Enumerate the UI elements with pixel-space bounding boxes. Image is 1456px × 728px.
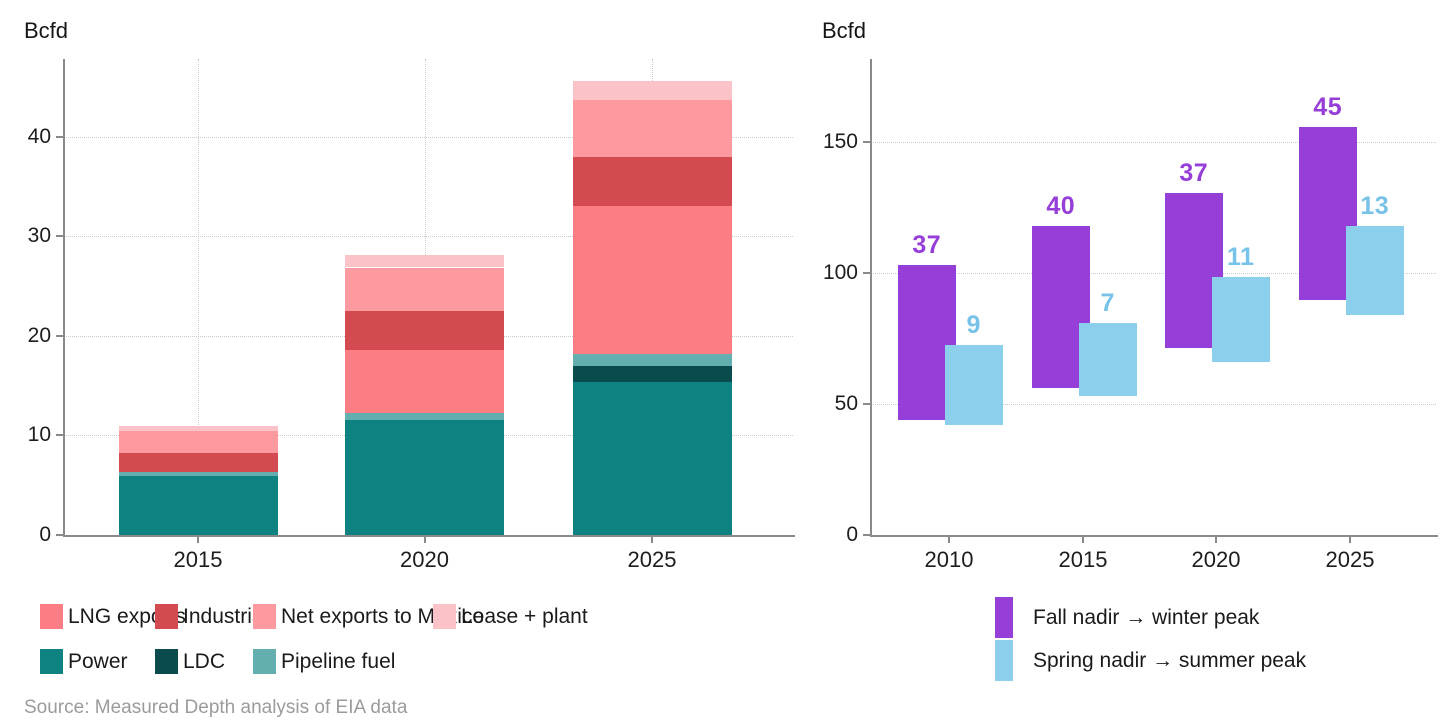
y-axis-tick-label: 30 (27, 224, 51, 248)
legend-label: Lease + plant (461, 605, 588, 628)
y-axis-tick-label: 150 (822, 129, 858, 153)
y-axis-tick-label: 20 (27, 323, 51, 347)
y-axis-tick-label: 0 (846, 523, 858, 546)
h-gridline (870, 141, 1436, 143)
range-bar-value-label: 40 (1046, 191, 1076, 220)
y-axis-tick-label: 0 (39, 523, 51, 546)
y-axis-tick-label: 40 (27, 124, 51, 148)
legend-label: Power (68, 650, 128, 673)
x-axis-tick-label: 2020 (400, 547, 449, 572)
stacked-bar-segment-ldc (572, 366, 732, 382)
range-bar-spring-nadir-summer-peak (1346, 225, 1404, 315)
stacked-bar-segment-industrial (572, 156, 732, 206)
y-axis-tick-label: 10 (27, 423, 51, 447)
x-axis-tick-label: 2015 (1058, 547, 1108, 572)
stacked-bar-segment-lng-exports (345, 349, 504, 413)
x-axis-line (870, 535, 1438, 537)
stacked-bar-segment-pipeline-fuel (345, 412, 504, 421)
x-axis-tick (197, 537, 199, 543)
stacked-bar-segment-power (572, 381, 732, 535)
x-axis-tick-label: 2020 (1191, 547, 1241, 572)
y-axis-line (870, 59, 872, 535)
range-bar-value-label: 11 (1227, 242, 1255, 271)
legend-label: Industrial (183, 605, 269, 628)
range-bar-spring-nadir-summer-peak (945, 344, 1003, 425)
legend-label: Fall nadir → winter peak (1033, 606, 1260, 629)
stacked-bar-segment-industrial (345, 311, 504, 350)
h-gridline (63, 136, 793, 138)
y-axis-tick (863, 534, 870, 536)
stacked-bar-segment-industrial (118, 452, 278, 472)
stacked-bar-segment-pipeline-fuel (118, 471, 278, 477)
left-axis-unit-label: Bcfd (24, 18, 69, 43)
range-bar-value-label: 7 (1100, 288, 1115, 317)
x-axis-tick-label: 2025 (627, 547, 677, 572)
stacked-bar-segment-lease-plant (118, 425, 278, 431)
range-bar-value-label: 37 (1179, 158, 1209, 187)
right-axis-unit-label: Bcfd (822, 18, 867, 43)
stacked-bar-segment-power (118, 476, 278, 535)
source-note: Source: Measured Depth analysis of EIA d… (24, 697, 408, 718)
y-axis-tick (863, 402, 870, 405)
x-axis-tick (1215, 537, 1217, 543)
range-bar-value-label: 9 (966, 310, 981, 339)
stacked-bar-segment-net-exports-to-mexico (118, 430, 278, 453)
legend-label: Spring nadir → summer peak (1033, 649, 1307, 672)
legend-swatch-pipeline-fuel (253, 649, 276, 674)
x-axis-tick (423, 537, 426, 543)
stacked-bar-segment-net-exports-to-mexico (572, 99, 732, 157)
legend-swatch-spring-nadir-summer-peak (995, 640, 1013, 681)
range-bar-spring-nadir-summer-peak (1212, 276, 1270, 362)
v-gridline (198, 59, 199, 535)
x-axis-tick (1082, 537, 1084, 543)
y-axis-tick (56, 235, 63, 238)
legend-swatch-net-exports-to-mexico (253, 604, 276, 629)
legend-label: LDC (183, 650, 226, 673)
legend-swatch-ldc (155, 649, 178, 674)
y-axis-tick (863, 140, 870, 143)
x-axis-tick-label: 2025 (1325, 547, 1375, 572)
range-bar-value-label: 37 (912, 230, 942, 259)
y-axis-tick (56, 334, 63, 337)
stacked-bar-segment-lease-plant (345, 254, 504, 268)
y-axis-tick (56, 434, 63, 437)
legend-label: Pipeline fuel (281, 650, 396, 673)
stacked-bar-segment-power (345, 420, 504, 535)
y-axis-tick (56, 135, 63, 138)
stacked-bar-segment-lease-plant (572, 81, 732, 100)
y-axis-tick-label: 50 (834, 391, 858, 415)
x-axis-tick (948, 537, 950, 543)
range-bar-value-label: 45 (1313, 93, 1343, 122)
legend-swatch-lng-exports (40, 604, 63, 629)
y-axis-tick-label: 100 (822, 260, 858, 284)
h-gridline (63, 236, 793, 238)
x-axis-line (63, 535, 795, 537)
legend-swatch-industrial (155, 604, 178, 629)
legend-swatch-power (40, 649, 63, 674)
y-axis-tick (56, 534, 63, 536)
x-axis-tick-label: 2010 (924, 547, 974, 572)
h-gridline (870, 272, 1436, 274)
x-axis-tick-label: 2015 (173, 547, 223, 572)
stacked-bar-segment-pipeline-fuel (572, 354, 732, 367)
range-bar-spring-nadir-summer-peak (1079, 322, 1137, 397)
h-gridline (870, 403, 1436, 405)
y-axis-tick (863, 271, 870, 274)
stacked-bar-segment-lng-exports (572, 205, 732, 355)
legend-swatch-lease-plant (433, 604, 456, 629)
stacked-bar-segment-net-exports-to-mexico (345, 267, 504, 312)
legend-swatch-fall-nadir-winter-peak (995, 597, 1013, 638)
range-bar-value-label: 13 (1360, 191, 1390, 220)
x-axis-tick (651, 537, 653, 543)
y-axis-line (63, 59, 65, 535)
x-axis-tick (1349, 537, 1351, 543)
